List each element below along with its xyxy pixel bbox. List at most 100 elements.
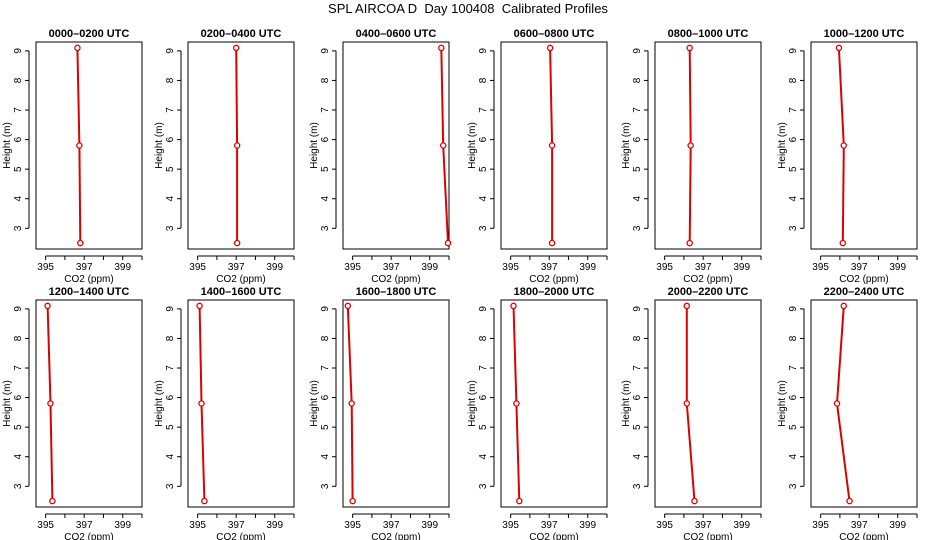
x-axis-label: CO2 (ppm) (371, 274, 420, 285)
y-tick-label: 4 (320, 196, 331, 202)
y-tick-label: 3 (320, 225, 331, 231)
panel-title: 1800–2000 UTC (514, 286, 595, 298)
data-point (840, 142, 848, 149)
y-tick-label: 3 (13, 483, 24, 489)
plot-frame (654, 41, 762, 250)
data-point (686, 239, 693, 247)
panel-title: 0400–0600 UTC (356, 28, 437, 40)
plot-frame (35, 299, 143, 508)
data-point (201, 497, 208, 505)
y-tick-label: 7 (478, 107, 489, 113)
y-tick-label: 7 (13, 365, 24, 371)
data-point (691, 497, 698, 505)
y-tick-label: 6 (788, 136, 799, 142)
x-axis-label: CO2 (ppm) (839, 274, 888, 285)
y-tick-label: 6 (13, 136, 24, 142)
x-tick-label: 397 (76, 262, 93, 273)
y-tick-label: 9 (165, 306, 176, 312)
data-point (683, 400, 691, 407)
data-point (74, 44, 81, 52)
x-tick-label: 399 (579, 520, 596, 531)
y-tick-label: 9 (478, 48, 489, 54)
y-tick-label: 6 (320, 394, 331, 400)
y-tick-label: 7 (320, 107, 331, 113)
x-tick-label: 397 (228, 262, 245, 273)
y-tick-label: 3 (478, 483, 489, 489)
y-tick-label: 9 (165, 48, 176, 54)
x-tick-label: 399 (114, 520, 131, 531)
y-tick-label: 8 (165, 77, 176, 83)
y-tick-label: 3 (165, 483, 176, 489)
plot-frame (654, 299, 762, 508)
x-axis-label: CO2 (ppm) (683, 532, 732, 540)
panel-title: 1000–1200 UTC (824, 28, 905, 40)
plot-frame (500, 41, 608, 250)
y-tick-label: 6 (478, 136, 489, 142)
x-tick-label: 397 (541, 262, 558, 273)
y-tick-label: 5 (478, 166, 489, 172)
y-tick-label: 8 (788, 335, 799, 341)
x-tick-label: 395 (812, 520, 829, 531)
y-tick-label: 4 (632, 196, 643, 202)
y-tick-label: 5 (632, 424, 643, 430)
y-tick-label: 9 (632, 306, 643, 312)
y-tick-label: 5 (632, 166, 643, 172)
data-point (233, 142, 241, 149)
data-point (840, 302, 848, 310)
y-axis-label: Height (m) (467, 380, 478, 427)
data-point (835, 44, 843, 52)
x-tick-label: 399 (579, 262, 596, 273)
y-tick-label: 6 (788, 394, 799, 400)
page-title: SPL AIRCOA D Day 100408 Calibrated Profi… (328, 1, 608, 16)
y-tick-label: 3 (320, 483, 331, 489)
y-axis-label: Height (m) (309, 380, 320, 427)
data-point (77, 239, 84, 247)
panel-title: 1400–1600 UTC (201, 286, 282, 298)
data-point (198, 400, 205, 407)
y-tick-label: 7 (13, 107, 24, 113)
y-tick-label: 9 (788, 306, 799, 312)
x-tick-label: 399 (114, 262, 131, 273)
data-point (839, 239, 847, 247)
data-point (49, 497, 56, 505)
x-tick-label: 395 (189, 520, 206, 531)
y-axis-label: Height (m) (2, 122, 13, 169)
y-tick-label: 8 (320, 77, 331, 83)
y-tick-label: 5 (320, 166, 331, 172)
plot-frame (500, 299, 608, 508)
y-tick-label: 4 (788, 196, 799, 202)
y-tick-label: 9 (13, 306, 24, 312)
y-tick-label: 6 (632, 136, 643, 142)
panel-title: 0600–0800 UTC (514, 28, 595, 40)
y-tick-label: 9 (320, 306, 331, 312)
x-tick-label: 399 (889, 520, 906, 531)
y-tick-label: 9 (478, 306, 489, 312)
y-tick-label: 9 (320, 48, 331, 54)
x-tick-label: 397 (76, 520, 93, 531)
x-axis-label: CO2 (ppm) (529, 532, 578, 540)
y-tick-label: 4 (13, 454, 24, 460)
data-point (44, 302, 51, 310)
plot-frame (187, 41, 295, 250)
y-tick-label: 5 (13, 424, 24, 430)
x-tick-label: 397 (851, 262, 868, 273)
y-tick-label: 4 (478, 196, 489, 202)
plot-frame (342, 299, 450, 508)
x-tick-label: 397 (695, 520, 712, 531)
data-point (548, 239, 556, 247)
data-point (76, 142, 83, 149)
data-point (444, 239, 452, 247)
plot-frame (35, 41, 143, 250)
y-tick-label: 4 (13, 196, 24, 202)
y-tick-label: 3 (632, 483, 643, 489)
x-tick-label: 395 (37, 262, 54, 273)
data-point (349, 497, 356, 505)
x-tick-label: 399 (266, 262, 283, 273)
